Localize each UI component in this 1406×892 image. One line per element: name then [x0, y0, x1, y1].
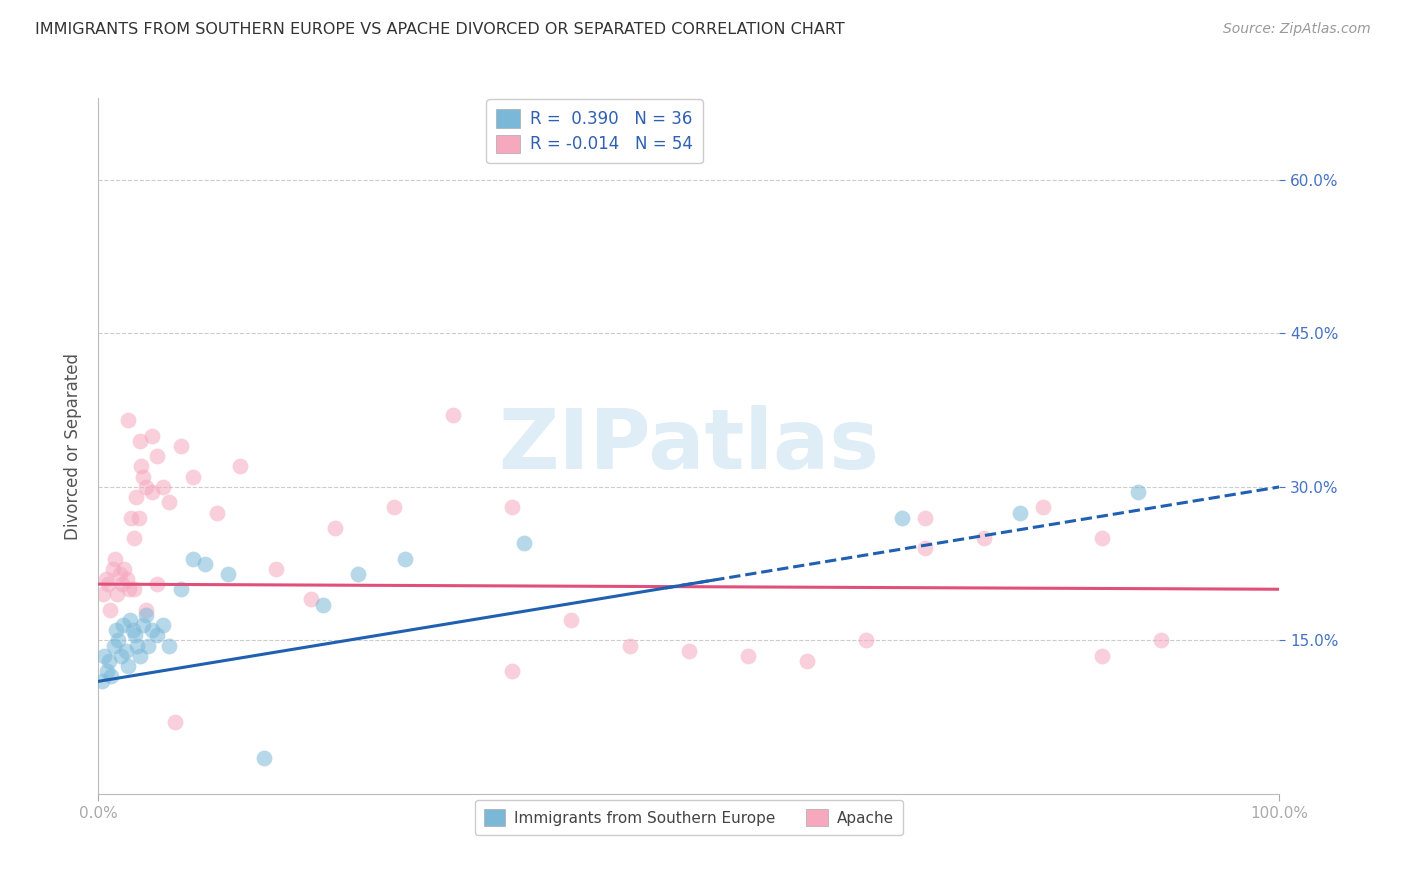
- Point: [914, 510, 936, 524]
- Point: [111, 577, 134, 591]
- Point: [104, 551, 127, 566]
- Point: [501, 664, 523, 678]
- Point: [914, 541, 936, 556]
- Point: [973, 531, 995, 545]
- Point: [229, 459, 252, 474]
- Point: [128, 648, 150, 663]
- Point: [118, 582, 141, 597]
- Point: [112, 562, 135, 576]
- Point: [114, 643, 136, 657]
- Point: [94, 572, 117, 586]
- Point: [121, 623, 143, 637]
- Point: [619, 639, 641, 653]
- Text: ZIPatlas: ZIPatlas: [499, 406, 879, 486]
- Point: [132, 469, 155, 483]
- Point: [1150, 633, 1173, 648]
- Point: [120, 613, 142, 627]
- Point: [146, 628, 169, 642]
- Point: [560, 613, 582, 627]
- Point: [152, 618, 174, 632]
- Point: [157, 639, 180, 653]
- Legend: Immigrants from Southern Europe, Apache: Immigrants from Southern Europe, Apache: [475, 800, 903, 835]
- Point: [121, 510, 143, 524]
- Point: [323, 521, 346, 535]
- Point: [128, 434, 150, 448]
- Point: [181, 551, 204, 566]
- Point: [737, 648, 759, 663]
- Point: [855, 633, 877, 648]
- Point: [264, 562, 287, 576]
- Point: [217, 566, 239, 581]
- Point: [890, 510, 912, 524]
- Point: [194, 557, 217, 571]
- Point: [128, 510, 150, 524]
- Point: [122, 531, 145, 545]
- Point: [117, 659, 139, 673]
- Point: [127, 639, 149, 653]
- Point: [146, 577, 169, 591]
- Point: [101, 562, 124, 576]
- Point: [98, 603, 121, 617]
- Point: [1091, 531, 1114, 545]
- Point: [501, 500, 523, 515]
- Point: [103, 639, 125, 653]
- Point: [441, 409, 464, 423]
- Point: [512, 536, 534, 550]
- Point: [205, 506, 228, 520]
- Point: [1008, 506, 1031, 520]
- Point: [117, 413, 139, 427]
- Point: [112, 618, 135, 632]
- Point: [125, 490, 148, 504]
- Point: [115, 572, 138, 586]
- Point: [146, 449, 169, 463]
- Point: [170, 582, 193, 597]
- Point: [796, 654, 818, 668]
- Point: [1126, 485, 1149, 500]
- Point: [1032, 500, 1054, 515]
- Point: [107, 633, 129, 648]
- Point: [135, 480, 157, 494]
- Point: [108, 566, 131, 581]
- Point: [132, 618, 155, 632]
- Y-axis label: Divorced or Separated: Divorced or Separated: [63, 352, 82, 540]
- Point: [136, 639, 159, 653]
- Point: [91, 587, 114, 601]
- Point: [152, 480, 174, 494]
- Point: [98, 654, 121, 668]
- Point: [347, 566, 370, 581]
- Text: IMMIGRANTS FROM SOUTHERN EUROPE VS APACHE DIVORCED OR SEPARATED CORRELATION CHAR: IMMIGRANTS FROM SOUTHERN EUROPE VS APACH…: [35, 22, 845, 37]
- Point: [141, 429, 163, 443]
- Point: [100, 669, 122, 683]
- Point: [157, 495, 180, 509]
- Point: [105, 623, 128, 637]
- Point: [141, 623, 163, 637]
- Point: [96, 664, 118, 678]
- Point: [181, 469, 204, 483]
- Point: [135, 603, 157, 617]
- Point: [678, 643, 700, 657]
- Point: [93, 648, 115, 663]
- Point: [170, 439, 193, 453]
- Point: [97, 577, 120, 591]
- Point: [135, 607, 157, 622]
- Point: [141, 485, 163, 500]
- Point: [110, 648, 132, 663]
- Point: [122, 582, 145, 597]
- Point: [253, 751, 276, 765]
- Point: [91, 674, 114, 689]
- Point: [312, 598, 335, 612]
- Point: [124, 628, 146, 642]
- Point: [382, 500, 405, 515]
- Point: [299, 592, 322, 607]
- Point: [105, 587, 128, 601]
- Point: [165, 715, 187, 730]
- Text: Source: ZipAtlas.com: Source: ZipAtlas.com: [1223, 22, 1371, 37]
- Point: [1091, 648, 1114, 663]
- Point: [394, 551, 416, 566]
- Point: [129, 459, 152, 474]
